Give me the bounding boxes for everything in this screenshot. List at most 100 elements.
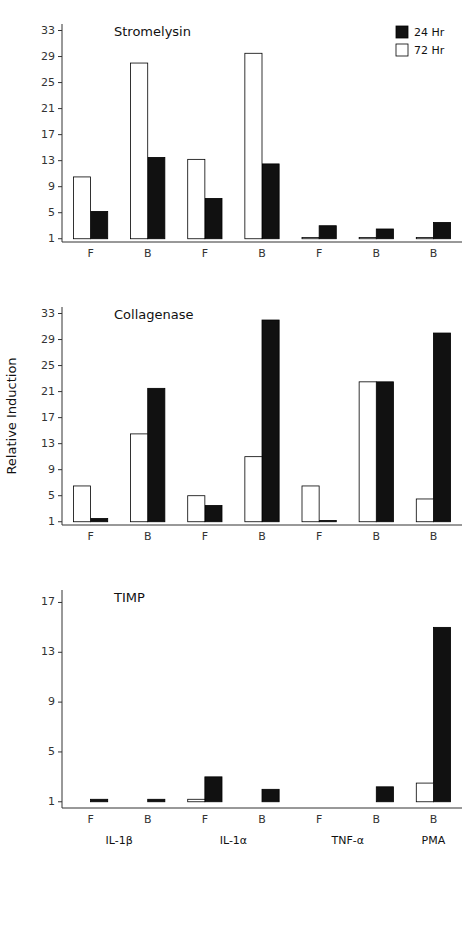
group-label: IL-1β <box>106 834 133 847</box>
x-tick-label: B <box>258 247 266 260</box>
panel: 159131721252933FBFBFBBCollagenaseRelativ… <box>4 307 462 543</box>
y-tick <box>58 186 62 187</box>
y-tick-label: 17 <box>41 411 55 424</box>
y-tick-label: 29 <box>41 333 55 346</box>
y-tick <box>58 652 62 653</box>
bar <box>131 434 148 522</box>
x-tick-label: F <box>316 247 322 260</box>
y-tick <box>58 417 62 418</box>
panel: 159131721252933FBFBFBBStromelysin24 Hr72… <box>41 24 462 260</box>
y-tick-label: 9 <box>48 180 55 193</box>
x-tick-label: B <box>258 530 266 543</box>
bar <box>319 520 336 521</box>
panel-title: Stromelysin <box>114 24 191 39</box>
y-axis-label: Relative Induction <box>4 357 19 474</box>
bar <box>188 496 205 522</box>
y-axis <box>62 590 63 808</box>
y-tick-label: 21 <box>41 102 55 115</box>
bar <box>433 333 450 522</box>
x-tick-label: F <box>87 813 93 826</box>
y-tick <box>58 339 62 340</box>
bar <box>376 382 393 522</box>
y-tick <box>58 391 62 392</box>
y-tick-label: 33 <box>41 24 55 37</box>
bar <box>91 518 108 521</box>
bar <box>131 801 148 802</box>
bar <box>262 164 279 239</box>
x-tick-label: F <box>202 530 208 543</box>
bar <box>359 382 376 522</box>
y-tick <box>58 521 62 522</box>
bar <box>376 787 393 802</box>
bar <box>245 801 262 802</box>
bar <box>433 627 450 801</box>
group-label: TNF-α <box>330 834 364 847</box>
y-tick-label: 25 <box>41 359 55 372</box>
y-tick <box>58 702 62 703</box>
bar <box>416 237 433 238</box>
bar <box>302 801 319 802</box>
y-tick <box>58 30 62 31</box>
y-tick-label: 5 <box>48 489 55 502</box>
panel-title: TIMP <box>113 590 145 605</box>
y-tick <box>58 160 62 161</box>
x-tick-label: B <box>430 813 438 826</box>
y-tick-label: 13 <box>41 645 55 658</box>
bar <box>188 799 205 801</box>
bar <box>376 229 393 239</box>
bar <box>359 801 376 802</box>
x-tick-label: B <box>430 530 438 543</box>
bar <box>73 801 90 802</box>
bar <box>205 505 222 521</box>
y-tick-label: 1 <box>48 795 55 808</box>
y-tick <box>58 801 62 802</box>
bar <box>433 222 450 238</box>
y-tick-label: 9 <box>48 463 55 476</box>
y-tick-label: 5 <box>48 206 55 219</box>
bar <box>262 320 279 522</box>
bar <box>73 486 90 522</box>
x-tick-label: F <box>202 247 208 260</box>
bars <box>73 320 450 522</box>
group-label: IL-1α <box>220 834 247 847</box>
x-tick-label: B <box>144 247 152 260</box>
bar <box>262 789 279 801</box>
y-tick <box>58 134 62 135</box>
bar <box>416 499 433 522</box>
x-tick-label: B <box>144 813 152 826</box>
x-tick-label: B <box>258 813 266 826</box>
bar <box>359 237 376 238</box>
bars <box>91 627 451 801</box>
bar <box>319 226 336 239</box>
x-tick-label: B <box>430 247 438 260</box>
x-tick-label: B <box>144 530 152 543</box>
x-tick-label: B <box>373 247 381 260</box>
y-tick <box>58 108 62 109</box>
bar <box>91 211 108 238</box>
bar <box>245 457 262 522</box>
y-tick <box>58 238 62 239</box>
y-tick <box>58 212 62 213</box>
x-axis <box>62 242 462 243</box>
x-axis <box>62 808 462 809</box>
y-tick-label: 13 <box>41 437 55 450</box>
y-tick-label: 5 <box>48 745 55 758</box>
y-tick <box>58 443 62 444</box>
bars <box>73 53 450 238</box>
bar <box>148 157 165 238</box>
y-tick <box>58 602 62 603</box>
y-tick <box>58 313 62 314</box>
x-tick-label: F <box>87 247 93 260</box>
y-tick <box>58 82 62 83</box>
y-tick-label: 25 <box>41 76 55 89</box>
x-tick-label: B <box>373 530 381 543</box>
y-tick-label: 33 <box>41 307 55 320</box>
bar <box>302 237 319 238</box>
bar <box>131 63 148 239</box>
x-axis <box>62 525 462 526</box>
x-tick-label: B <box>373 813 381 826</box>
bar <box>245 53 262 238</box>
bar <box>148 388 165 521</box>
x-tick-label: F <box>202 813 208 826</box>
y-tick <box>58 751 62 752</box>
